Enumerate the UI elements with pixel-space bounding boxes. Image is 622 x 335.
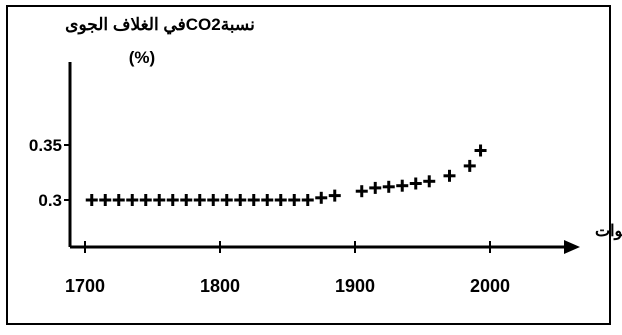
data-point-1705 [85, 194, 98, 206]
data-point-1885 [328, 189, 341, 202]
x-tick-label-1700: 1700 [65, 276, 105, 296]
data-points [85, 144, 487, 206]
data-point-1785 [193, 194, 206, 206]
data-point-1735 [126, 194, 139, 206]
data-point-1715 [99, 194, 112, 206]
data-point-1905 [355, 185, 368, 198]
data-point-1855 [288, 194, 301, 206]
chart-frame [6, 5, 611, 325]
data-point-1815 [234, 194, 247, 206]
x-tick-label-1900: 1900 [335, 276, 375, 296]
data-point-1725 [112, 194, 125, 206]
x-axis-title: السنوات [595, 223, 622, 241]
data-point-1985 [463, 159, 476, 172]
data-point-1970 [443, 169, 456, 182]
data-point-1835 [261, 194, 274, 206]
data-point-1765 [166, 194, 179, 206]
data-point-1745 [139, 194, 152, 206]
data-point-1935 [396, 179, 409, 192]
data-point-1755 [153, 194, 166, 206]
x-tick-label-2000: 2000 [470, 276, 510, 296]
x-axis-arrow [564, 240, 580, 254]
data-point-1925 [382, 180, 395, 193]
data-point-1795 [207, 194, 220, 206]
data-point-1775 [180, 194, 193, 206]
tick-labels: 1700 1800 1900 2000 0.3 0.35 [29, 136, 510, 296]
data-point-1993 [474, 144, 487, 157]
data-point-1945 [409, 177, 422, 190]
data-point-1805 [220, 194, 233, 206]
y-tick-label-0.35: 0.35 [29, 136, 62, 155]
data-point-1915 [369, 181, 382, 194]
axes [68, 62, 580, 254]
y-tick-label-0.3: 0.3 [38, 191, 62, 210]
x-tick-label-1800: 1800 [200, 276, 240, 296]
data-point-1825 [247, 194, 260, 206]
data-point-1845 [274, 194, 287, 206]
data-point-1955 [423, 175, 436, 188]
y-axis-title-line1: نسبةCO2في الغلاف الجوى [65, 15, 255, 35]
data-point-1875 [315, 191, 328, 204]
data-point-1865 [301, 194, 314, 206]
y-axis-title-line2: (%) [129, 48, 155, 67]
